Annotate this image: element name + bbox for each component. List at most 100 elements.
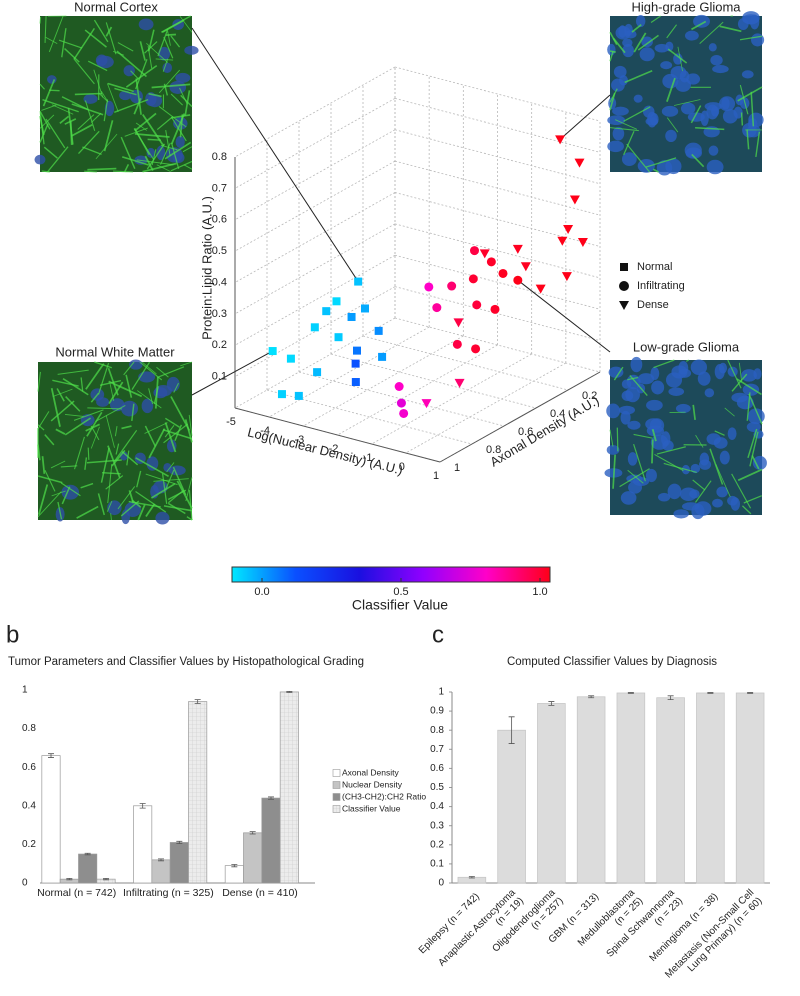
nucleus: [618, 25, 627, 38]
colorbar-tick-label: 0.0: [254, 586, 269, 598]
point: [322, 307, 331, 316]
fiber: [663, 462, 697, 474]
y-tick-label: 0.1: [430, 859, 444, 870]
fiber: [106, 500, 113, 512]
colorbar-tick-label: 0.5: [393, 586, 408, 598]
fiber: [73, 58, 95, 85]
fiber: [135, 122, 148, 131]
nucleus: [673, 509, 689, 519]
nucleus: [622, 38, 633, 47]
grid-line: [234, 66, 396, 158]
bar: [78, 853, 98, 884]
nucleus: [661, 105, 679, 117]
grid-line: [371, 353, 532, 445]
fiber: [61, 28, 67, 58]
fiber: [724, 407, 735, 417]
grid-line: [362, 335, 569, 391]
fiber: [131, 403, 135, 422]
fiber: [746, 129, 750, 150]
nucleus: [670, 65, 687, 80]
fiber: [666, 77, 676, 103]
fiber: [87, 447, 90, 460]
nucleus: [678, 368, 692, 378]
point: [313, 368, 322, 377]
error-bar: [48, 753, 54, 758]
fiber: [740, 112, 744, 126]
micrograph-image: [34, 15, 199, 173]
nucleus: [34, 154, 46, 165]
colorbar: [231, 566, 551, 583]
error-bar: [158, 858, 164, 862]
legend-label: Axonal Density: [342, 767, 399, 777]
fiber: [731, 373, 748, 392]
x-tick-label: -3: [294, 434, 304, 446]
error-bar: [286, 690, 293, 693]
fiber: [731, 473, 752, 509]
leader-line: [191, 350, 273, 396]
fiber: [133, 127, 151, 156]
fiber: [77, 114, 95, 130]
y-tick-label: 0.4: [430, 801, 444, 812]
nucleus: [620, 410, 631, 425]
fiber: [667, 48, 688, 64]
fiber: [666, 24, 678, 39]
fiber: [163, 36, 174, 59]
fiber: [135, 58, 148, 90]
fiber: [106, 83, 119, 112]
fiber: [186, 516, 193, 521]
nucleus: [673, 53, 683, 65]
nucleus: [665, 372, 683, 388]
fiber: [751, 455, 760, 470]
fiber: [134, 112, 157, 132]
bar: [261, 797, 281, 884]
grid-line: [394, 286, 601, 342]
fiber: [120, 136, 136, 169]
nucleus: [146, 456, 159, 471]
point: [351, 359, 360, 368]
fiber: [85, 423, 100, 432]
fiber: [84, 100, 96, 131]
error-bar: [176, 840, 183, 845]
fiber: [126, 450, 130, 466]
error-bar: [66, 877, 73, 881]
fiber: [94, 361, 113, 369]
fiber: [170, 35, 181, 48]
fiber: [180, 94, 193, 108]
legend-marker: [620, 263, 628, 271]
fiber: [652, 168, 659, 173]
point: [452, 339, 462, 349]
point: [447, 281, 457, 291]
fiber: [633, 32, 647, 53]
point: [479, 249, 490, 259]
fiber: [73, 27, 96, 60]
bar: [696, 692, 725, 884]
x-tick-label: Infiltrating (n = 325): [123, 887, 214, 899]
fiber: [74, 92, 102, 96]
fiber: [654, 453, 684, 472]
y-tick-label: 0.6: [518, 426, 533, 438]
fiber: [85, 363, 105, 390]
nucleus: [184, 45, 199, 55]
fiber: [73, 409, 104, 421]
z-axis-title: Protein:Lipid Ratio (A.U.): [199, 196, 214, 340]
fiber: [64, 417, 92, 436]
nucleus: [121, 400, 139, 417]
fiber: [165, 130, 171, 157]
grid-line: [234, 192, 396, 283]
error-bar: [707, 692, 714, 694]
y-tick-label: 0.9: [430, 706, 444, 717]
point: [563, 225, 574, 235]
point: [490, 304, 500, 314]
x-tick-label: -5: [226, 416, 236, 428]
fiber: [183, 164, 193, 170]
point: [399, 408, 409, 418]
fiber: [67, 107, 74, 145]
bar: [616, 692, 646, 884]
fiber: [141, 114, 165, 147]
fiber: [162, 429, 193, 440]
error-bar: [103, 877, 109, 881]
fiber: [180, 361, 193, 367]
fiber: [107, 463, 113, 504]
fiber: [107, 82, 134, 93]
nucleus: [667, 483, 682, 500]
